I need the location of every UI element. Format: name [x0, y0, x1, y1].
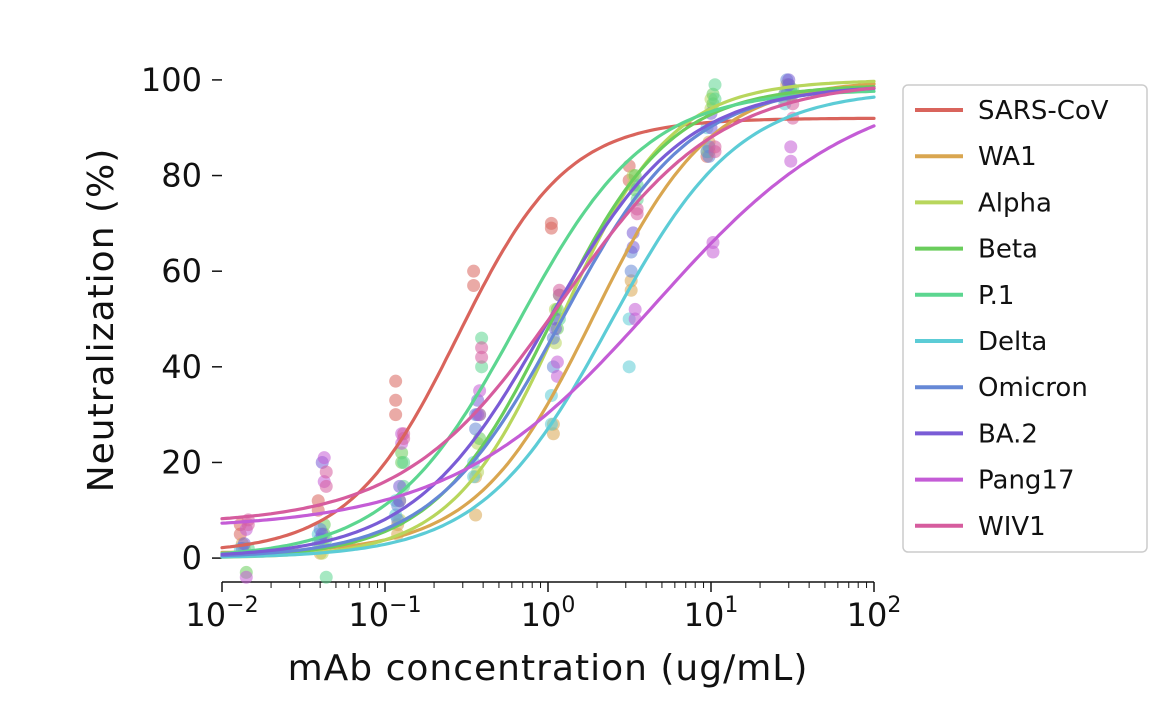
legend-items: SARS-CoV WA1 Alpha Beta P.1 Delta Omicron BA.2 P…: [915, 96, 1109, 542]
data-point: [467, 264, 481, 278]
data-point: [708, 78, 722, 92]
data-point: [475, 331, 489, 345]
data-point: [475, 360, 489, 374]
fit-curves: [220, 79, 876, 559]
y-tick-label: 80: [161, 157, 202, 195]
y-axis: 0 20 40 60 80 100: [141, 61, 222, 577]
x-tick-base: 10: [521, 596, 562, 634]
data-point: [389, 393, 403, 407]
x-tick-label: 10−1: [348, 593, 421, 634]
data-point: [319, 479, 333, 493]
x-axis-label: mAb concentration (ug/mL): [288, 648, 809, 689]
data-point: [467, 279, 481, 293]
legend-label: WIV1: [978, 512, 1046, 542]
fit-curve: [220, 86, 876, 521]
x-tick-label: 101: [684, 593, 739, 634]
data-point: [475, 341, 489, 355]
x-tick-base: 10: [348, 596, 389, 634]
x-axis: 10−2 10−1 100 101 102: [185, 581, 902, 634]
fit-curve: [220, 116, 876, 550]
data-point: [708, 140, 722, 154]
data-point: [550, 355, 564, 369]
data-point: [544, 216, 558, 230]
x-tick-base: 10: [185, 596, 226, 634]
data-point: [784, 154, 798, 168]
legend-label: SARS-CoV: [978, 96, 1109, 126]
x-tick-exponent: 2: [887, 593, 901, 618]
data-point: [475, 350, 489, 364]
y-tick-label: 20: [161, 443, 202, 481]
x-tick-label: 100: [521, 593, 576, 634]
fit-curve: [220, 95, 876, 559]
legend-label: Pang17: [978, 466, 1075, 496]
y-tick-label: 60: [161, 252, 202, 290]
data-point: [389, 374, 403, 388]
x-tick-label: 102: [847, 593, 902, 634]
legend-label: Alpha: [978, 188, 1052, 218]
x-tick-label: 10−2: [185, 593, 258, 634]
fit-curve: [220, 124, 876, 525]
x-tick-base: 10: [684, 596, 725, 634]
y-tick-label: 100: [141, 61, 202, 99]
data-point: [319, 570, 333, 584]
data-point: [239, 570, 253, 584]
data-point: [469, 508, 483, 522]
data-point: [782, 73, 796, 87]
y-tick-label: 40: [161, 348, 202, 386]
x-tick-exponent: −2: [226, 593, 258, 618]
data-point: [784, 140, 798, 154]
legend: SARS-CoV WA1 Alpha Beta P.1 Delta Omicron BA.2 P…: [902, 84, 1148, 553]
data-point: [708, 92, 722, 106]
x-tick-exponent: 0: [561, 593, 575, 618]
data-point: [622, 360, 636, 374]
data-point: [706, 245, 720, 259]
legend-label: WA1: [978, 142, 1037, 172]
data-point: [397, 455, 411, 469]
legend-label: Beta: [978, 235, 1038, 265]
data-point: [319, 465, 333, 479]
x-tick-base: 10: [847, 596, 888, 634]
x-tick-exponent: −1: [389, 593, 421, 618]
legend-frame: [902, 84, 1148, 553]
legend-label: P.1: [978, 281, 1014, 311]
legend-label: BA.2: [978, 419, 1038, 449]
data-point: [628, 302, 642, 316]
legend-label: Omicron: [978, 373, 1088, 403]
x-tick-exponent: 1: [724, 593, 738, 618]
data-point: [389, 408, 403, 422]
y-axis-label: Neutralization (%): [81, 148, 122, 493]
fit-curve: [220, 85, 876, 558]
fit-curve: [220, 89, 876, 555]
legend-label: Delta: [978, 327, 1047, 357]
data-point: [624, 264, 638, 278]
y-tick-label: 0: [182, 539, 202, 577]
data-point: [317, 451, 331, 465]
